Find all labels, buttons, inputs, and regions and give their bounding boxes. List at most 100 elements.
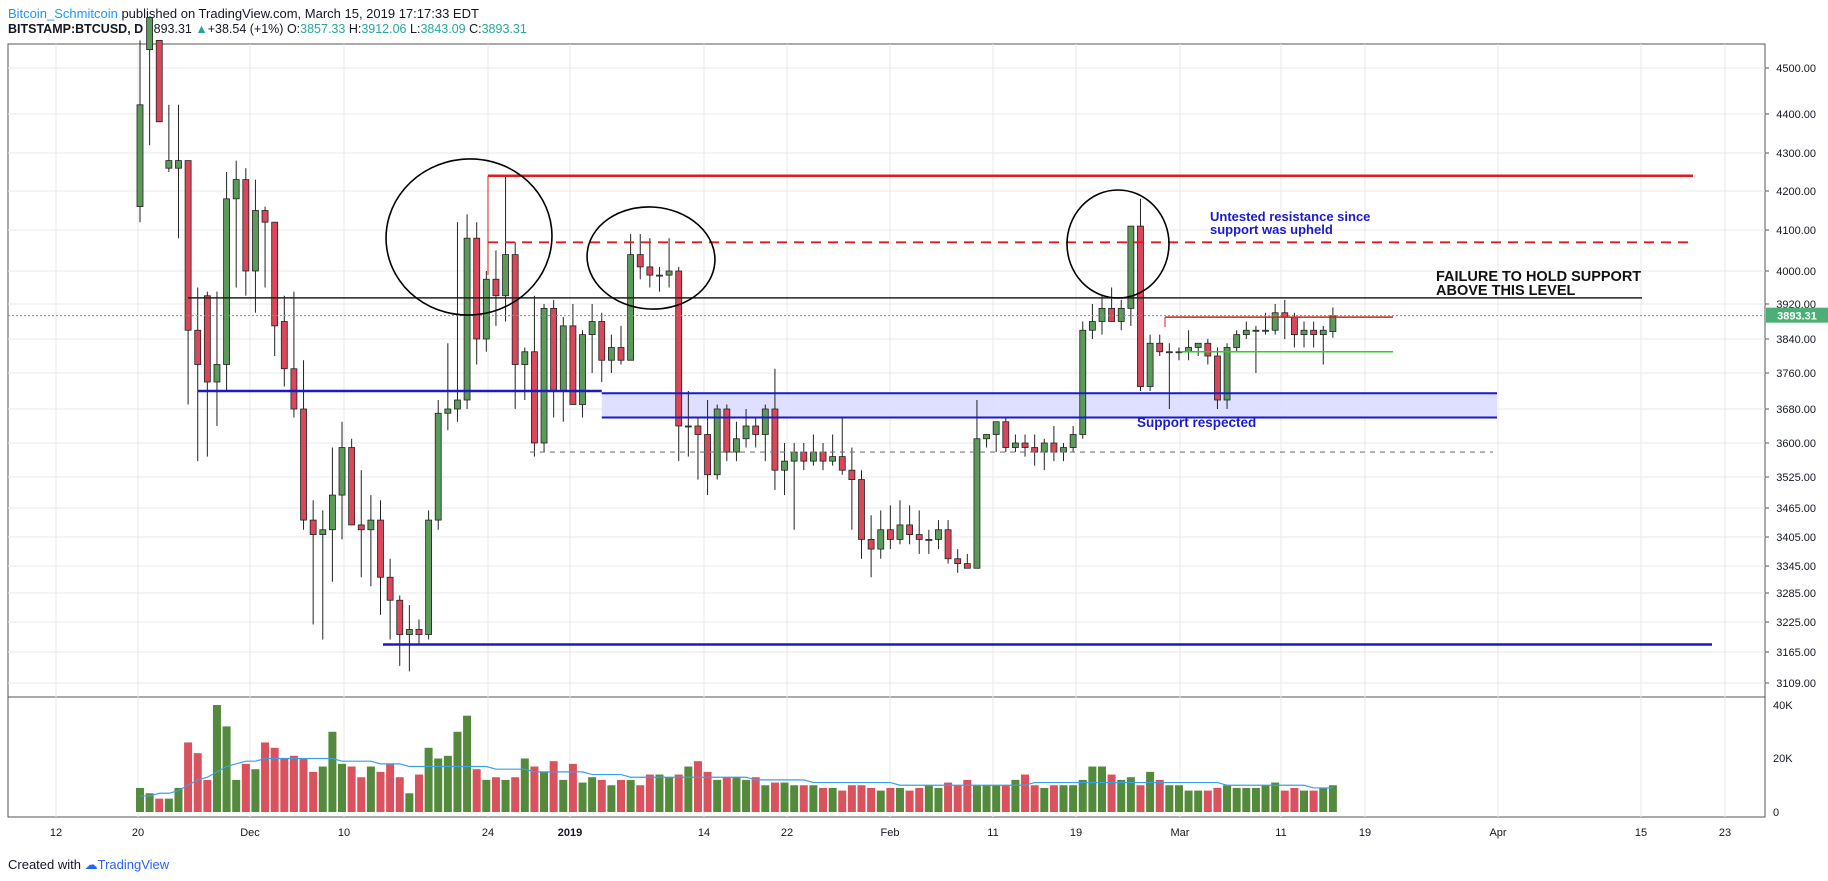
price-tick-label: 4000.00: [1776, 266, 1816, 278]
candle-up: [1223, 347, 1231, 401]
author-link[interactable]: Bitcoin_Schmitcoin: [8, 6, 118, 21]
price-tick-label: 3285.00: [1776, 588, 1816, 600]
candle-up: [319, 529, 327, 535]
candle-down: [915, 534, 923, 540]
candle-down: [636, 254, 644, 268]
volume-bar: [299, 758, 308, 812]
candle-up: [540, 307, 548, 444]
volume-bar: [241, 763, 250, 812]
candle-down: [1108, 307, 1116, 322]
volume-bar: [1309, 790, 1318, 812]
price-tick-label: 4300.00: [1776, 148, 1816, 160]
candle-down: [492, 278, 500, 297]
candle-down: [646, 266, 654, 276]
volume-bar: [607, 785, 616, 812]
circle-annotation-1: [385, 158, 553, 316]
candle-up: [1069, 434, 1077, 448]
volume-bar: [982, 785, 991, 812]
candle-up: [454, 399, 461, 410]
time-tick-label: 24: [482, 827, 494, 839]
volume-bar: [732, 777, 741, 812]
candle-up: [829, 456, 837, 462]
volume-bar: [1155, 779, 1164, 812]
volume-bar: [1078, 779, 1087, 812]
low-value: 3843.09: [420, 22, 466, 36]
tradingview-brand-link[interactable]: TradingView: [97, 857, 170, 872]
candle-down: [271, 221, 279, 327]
candle-down: [771, 408, 779, 471]
volume-bar: [309, 771, 318, 812]
time-tick-label: 2019: [558, 827, 582, 839]
candle-up: [482, 278, 490, 340]
candle-up: [713, 408, 721, 476]
candle-up: [223, 198, 230, 365]
volume-bar: [915, 787, 924, 812]
volume-bar: [1328, 785, 1337, 812]
volume-bar: [338, 763, 347, 812]
candle-down: [954, 558, 962, 564]
volume-bar: [665, 777, 674, 812]
candle-up: [761, 408, 769, 435]
candle-up: [781, 460, 788, 471]
time-tick-label: 15: [1635, 827, 1647, 839]
candle-up: [579, 334, 586, 405]
candle-down: [752, 425, 760, 435]
candle-up: [607, 347, 615, 361]
volume-bar: [1213, 787, 1222, 812]
candle-down: [194, 329, 202, 365]
candle-down: [800, 451, 808, 462]
support-zone: [601, 393, 1497, 418]
volume-bar: [549, 761, 558, 812]
candle-down: [867, 539, 875, 550]
candle-up: [935, 529, 942, 540]
price-tick-label: 4400.00: [1776, 109, 1816, 121]
candle-up: [896, 524, 904, 540]
volume-bar: [780, 782, 789, 812]
volume-bar: [1107, 774, 1116, 812]
candle-up: [627, 254, 635, 361]
close-value: 3893.31: [481, 22, 527, 36]
volume-bar: [1117, 779, 1126, 812]
candle-down: [838, 456, 846, 471]
candle-down: [598, 321, 606, 361]
volume-tick-label: 20K: [1773, 753, 1793, 765]
candle-down: [1137, 225, 1144, 387]
candle-down: [886, 529, 894, 540]
volume-bar: [347, 766, 356, 812]
candle-down: [1291, 316, 1298, 336]
time-tick-label: 11: [987, 827, 998, 839]
volume-bar: [251, 769, 260, 812]
volume-bar: [530, 766, 539, 812]
volume-bar: [203, 779, 212, 812]
high-label: H:: [348, 22, 362, 36]
candle-down: [848, 469, 856, 480]
candle-down: [377, 519, 384, 578]
candle-down: [357, 524, 365, 531]
volume-bar: [876, 790, 885, 812]
volume-bar: [636, 785, 645, 812]
candle-down: [569, 325, 577, 405]
volume-bar: [318, 766, 327, 812]
candle-up: [213, 364, 221, 383]
volume-bar: [386, 763, 395, 812]
volume-bar: [1319, 787, 1328, 812]
volume-bar: [405, 793, 414, 812]
candle-up: [925, 539, 933, 541]
price-tick-label: 3525.00: [1776, 472, 1816, 484]
volume-bar: [713, 779, 722, 812]
time-tick-label: Feb: [881, 827, 900, 839]
volume-bar: [1126, 777, 1135, 812]
volume-bar: [963, 779, 972, 812]
up-arrow-icon: ▲: [195, 22, 208, 36]
candle-up: [1300, 329, 1308, 336]
volume-bar: [491, 777, 500, 812]
candle-down: [184, 160, 192, 331]
volume-bar: [799, 785, 808, 812]
time-tick-label: Apr: [1489, 827, 1506, 839]
volume-bar: [617, 779, 625, 812]
tradingview-logo-icon: ☁: [84, 857, 98, 872]
volume-bar: [1242, 787, 1251, 812]
volume-bar: [1040, 787, 1049, 812]
time-tick-label: 14: [698, 827, 710, 839]
